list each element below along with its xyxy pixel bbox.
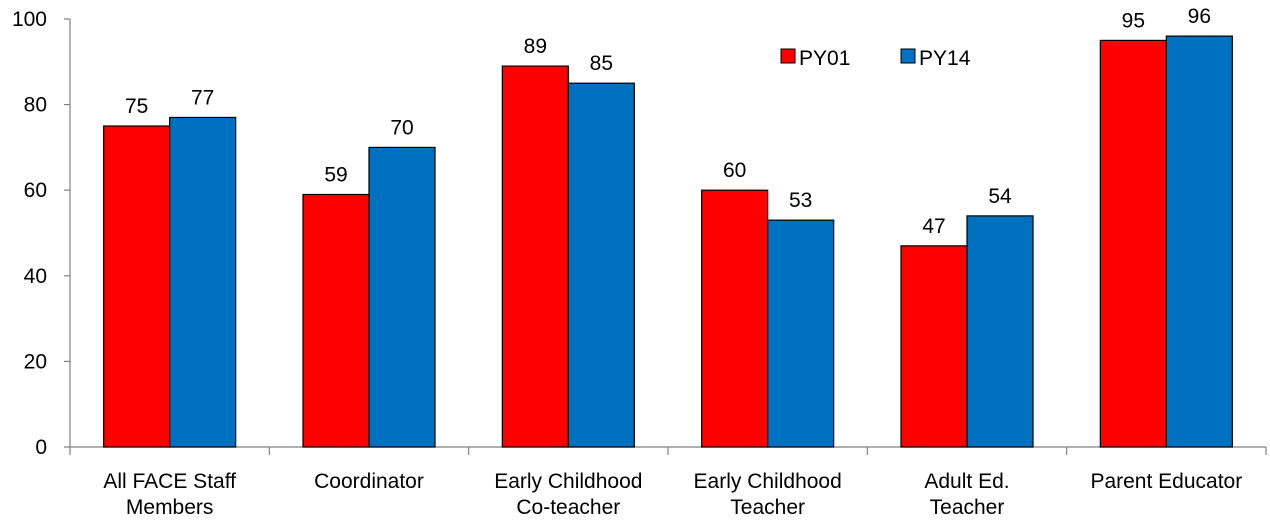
y-axis: 0 20 40 60 80 100 — [12, 8, 71, 459]
bar-py14 — [567, 82, 635, 448]
data-label: 70 — [390, 116, 413, 139]
bar-py01 — [103, 125, 171, 448]
bar-py14 — [1165, 35, 1233, 448]
x-tick-label: All FACE Staff Members — [103, 470, 236, 519]
data-label: 95 — [1122, 9, 1145, 32]
bars — [103, 35, 1233, 448]
legend-swatch — [900, 48, 916, 64]
legend-item-py14[interactable]: PY14 — [900, 47, 971, 70]
data-label: 59 — [324, 163, 347, 186]
x-tick-label: Early Childhood Teacher — [694, 470, 842, 519]
data-label: 77 — [191, 86, 214, 109]
legend-item-py01[interactable]: PY01 — [780, 47, 850, 70]
y-tick-label: 80 — [24, 94, 47, 117]
data-label: 60 — [723, 159, 746, 182]
legend[interactable]: PY01 PY14 — [780, 47, 971, 70]
data-labels: 75 77 59 70 89 85 60 53 47 54 95 96 — [125, 5, 1211, 238]
bar-py14 — [767, 219, 835, 448]
bar-py01 — [701, 189, 769, 448]
bar-py14 — [966, 215, 1034, 448]
legend-label: PY01 — [799, 47, 850, 70]
bar-py01 — [501, 65, 569, 448]
bar-py14 — [368, 146, 436, 448]
bar-py01 — [1099, 39, 1167, 448]
data-label: 96 — [1188, 5, 1211, 28]
data-label: 54 — [988, 185, 1012, 208]
x-tick-label: Parent Educator — [1090, 470, 1242, 493]
bar-py14 — [169, 116, 237, 448]
category-labels: All FACE Staff Members Coordinator Early Ch… — [103, 470, 1242, 519]
data-label: 89 — [524, 35, 547, 58]
legend-label: PY14 — [919, 47, 971, 70]
y-tick-label: 0 — [35, 436, 47, 459]
y-tick-label: 20 — [24, 350, 47, 373]
x-tick-label: Coordinator — [314, 470, 424, 493]
y-tick-label: 60 — [24, 179, 47, 202]
y-tick-label: 40 — [24, 265, 47, 288]
legend-swatch — [780, 48, 796, 64]
data-label: 53 — [789, 189, 812, 212]
x-tick-label: Adult Ed. Teacher — [924, 470, 1009, 519]
x-axis — [69, 446, 1267, 455]
data-label: 75 — [125, 95, 148, 118]
data-label: 85 — [590, 52, 613, 75]
data-label: 47 — [922, 215, 945, 238]
bar-py01 — [900, 245, 968, 448]
y-tick-label: 100 — [12, 8, 47, 31]
x-tick-label: Early Childhood Co-teacher — [494, 470, 642, 519]
bar-py01 — [302, 193, 370, 448]
